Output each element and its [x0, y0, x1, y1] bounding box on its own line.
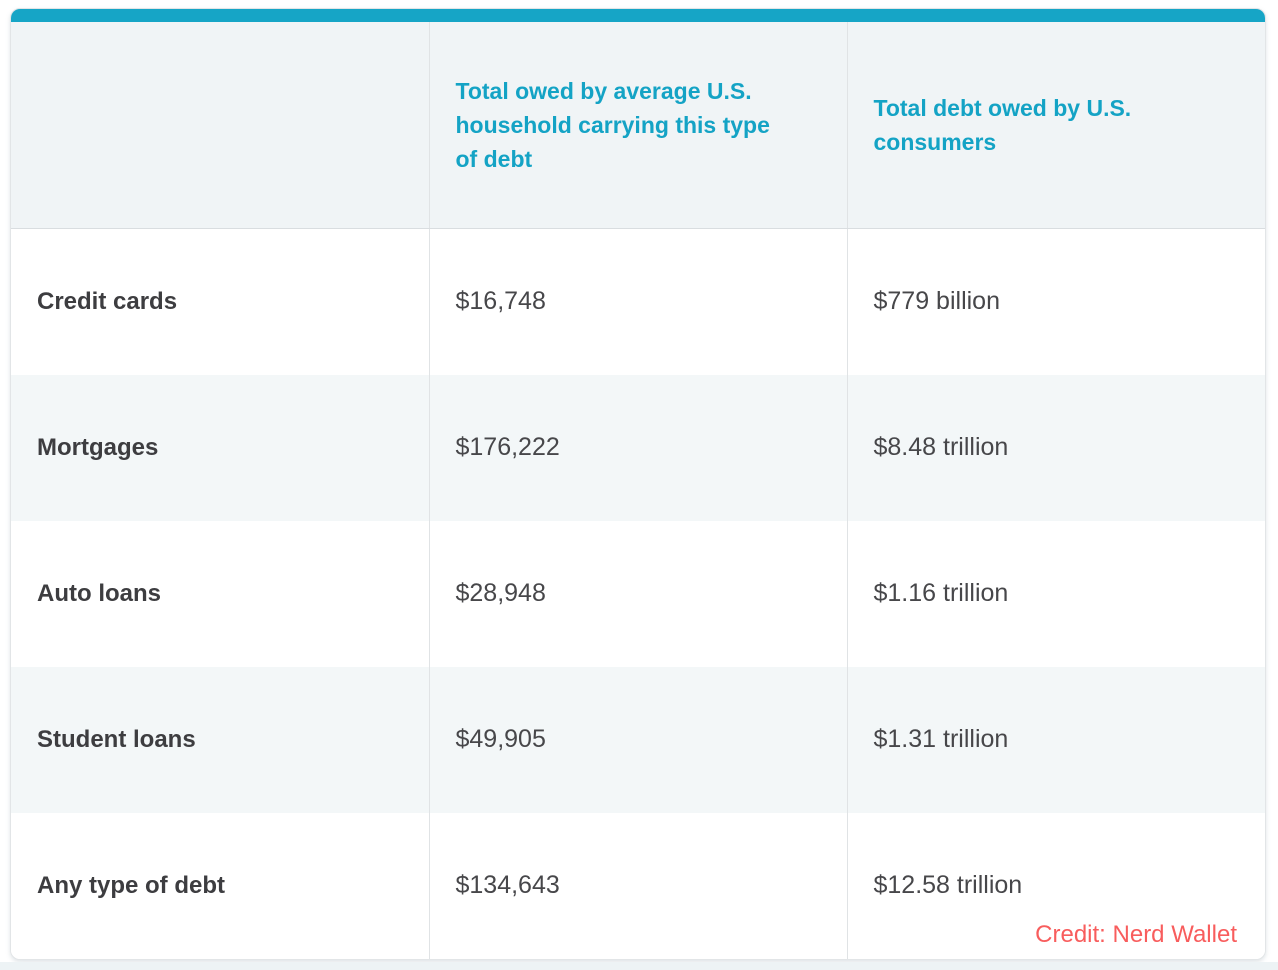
household-average-value: $16,748: [428, 228, 847, 375]
table-header-row: Total owed by average U.S. household car…: [11, 22, 1265, 229]
table-row-any-type-of-debt: Any type of debt $134,643 $12.58 trillio…: [11, 812, 1265, 959]
table-row-credit-cards: Credit cards $16,748 $779 billion: [11, 228, 1265, 375]
accent-top-bar: [11, 9, 1265, 22]
table-row-mortgages: Mortgages $176,222 $8.48 trillion: [11, 374, 1265, 521]
table-row-student-loans: Student loans $49,905 $1.31 trillion: [11, 666, 1265, 813]
header-household-average: Total owed by average U.S. household car…: [428, 22, 847, 229]
row-label: Auto loans: [11, 520, 429, 667]
consumer-total-value: $1.31 trillion: [846, 666, 1265, 813]
household-average-value: $28,948: [428, 520, 847, 667]
debt-table: Total owed by average U.S. household car…: [11, 22, 1265, 959]
credit-text: Credit: Nerd Wallet: [1035, 921, 1237, 948]
row-label: Credit cards: [11, 228, 429, 375]
household-average-value: $176,222: [428, 374, 847, 521]
household-average-value: $134,643: [428, 812, 847, 959]
header-consumer-total: Total debt owed by U.S. consumers: [846, 22, 1265, 229]
header-empty-cell: [11, 22, 429, 229]
debt-table-card: Total owed by average U.S. household car…: [10, 8, 1266, 960]
table-row-auto-loans: Auto loans $28,948 $1.16 trillion: [11, 520, 1265, 667]
row-label: Mortgages: [11, 374, 429, 521]
row-label: Student loans: [11, 666, 429, 813]
household-average-value: $49,905: [428, 666, 847, 813]
page-bottom-strip: [0, 962, 1278, 970]
consumer-total-value: $12.58 trillion: [846, 812, 1265, 959]
row-label: Any type of debt: [11, 812, 429, 959]
consumer-total-value: $779 billion: [846, 228, 1265, 375]
consumer-total-value: $1.16 trillion: [846, 520, 1265, 667]
consumer-total-value: $8.48 trillion: [846, 374, 1265, 521]
